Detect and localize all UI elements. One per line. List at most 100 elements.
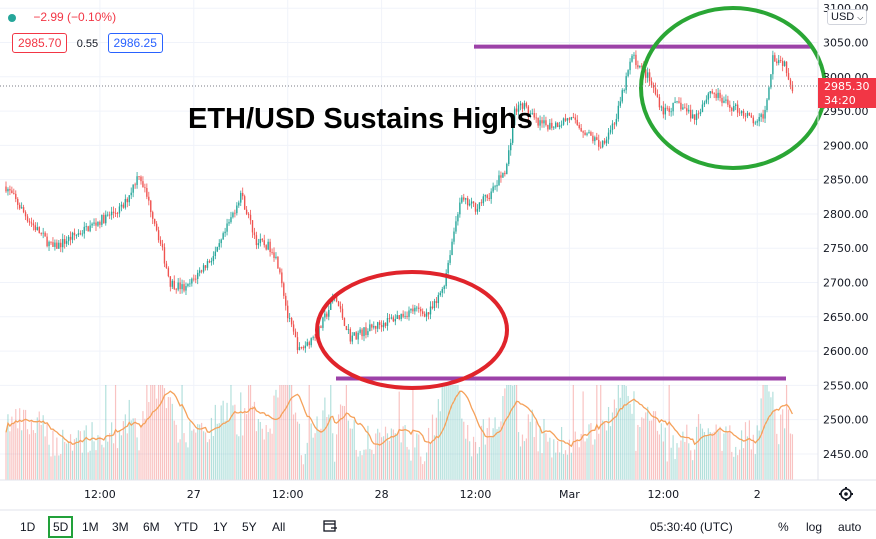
candle-body: [693, 114, 696, 120]
volume-bar: [613, 399, 616, 480]
volume-bar: [304, 453, 306, 480]
candle-body: [396, 315, 398, 319]
volume-bar: [218, 423, 220, 480]
volume-bar: [159, 385, 162, 480]
candle-body: [71, 232, 74, 240]
timeframe-1d-button[interactable]: 1D: [20, 520, 36, 534]
volume-bar: [150, 385, 152, 480]
volume-bar: [91, 422, 93, 480]
volume-bar: [621, 385, 623, 480]
candle-body: [243, 196, 246, 210]
clock[interactable]: 05:30:40 (UTC): [650, 520, 733, 534]
volume-bar: [678, 447, 680, 480]
volume-bar: [682, 431, 684, 480]
timeframe-5y-button[interactable]: 5Y: [242, 520, 257, 534]
candle-body: [601, 140, 604, 148]
volume-bar: [246, 414, 248, 480]
candle-body: [277, 256, 279, 269]
time-axis[interactable]: 12:00 27 12:00 28 12:00 Mar 12:00 2: [84, 488, 761, 501]
candle-body: [103, 214, 105, 224]
volume-bar: [292, 414, 295, 480]
volume-bar: [171, 403, 173, 480]
price-axis[interactable]: 3100.003050.003000.002950.002900.002850.…: [823, 2, 869, 461]
volume-bar: [465, 438, 467, 480]
date-range-icon[interactable]: [322, 518, 338, 537]
candle-body: [87, 226, 89, 232]
volume-bar: [116, 448, 119, 480]
volume-bar: [754, 454, 756, 480]
candle-body: [447, 262, 449, 273]
volume-bar: [249, 385, 252, 480]
volume-bar: [584, 441, 586, 480]
spread: 0.55: [76, 38, 99, 50]
volume-bar: [658, 434, 661, 480]
candle-body: [394, 318, 397, 322]
y-tick-label: 2850.00: [823, 174, 869, 187]
candle-body: [457, 214, 459, 222]
support-ellipse: [315, 270, 509, 390]
candle-body: [666, 107, 668, 109]
candle-body: [271, 252, 273, 253]
volume-bars: [5, 385, 794, 480]
candle-body: [171, 280, 173, 287]
volume-bar: [427, 427, 430, 480]
volume-bar: [343, 405, 346, 480]
y-tick-label: 2950.00: [823, 105, 869, 118]
candle-body: [328, 309, 330, 317]
candle-body: [361, 329, 363, 337]
volume-bar: [791, 434, 794, 480]
candle-body: [204, 265, 207, 268]
ask-price[interactable]: 2986.25: [107, 33, 163, 53]
candle-body: [187, 283, 189, 287]
volume-bar: [283, 385, 285, 480]
candle-body: [770, 74, 772, 88]
volume-bar: [111, 422, 113, 480]
timeframe-3m-button[interactable]: 3M: [112, 520, 129, 534]
x-tick-label: 12:00: [647, 488, 679, 501]
candle-body: [425, 312, 428, 317]
percent-toggle[interactable]: %: [778, 520, 789, 534]
timeframe-ytd-button[interactable]: YTD: [174, 520, 198, 534]
log-toggle[interactable]: log: [806, 520, 823, 534]
volume-bar: [760, 398, 762, 480]
candle-body: [713, 93, 715, 95]
y-tick-label: 2500.00: [823, 414, 869, 427]
timeframe-1y-button[interactable]: 1Y: [213, 520, 228, 534]
auto-toggle[interactable]: auto: [838, 520, 862, 534]
volume-bar: [240, 392, 242, 480]
candle-body: [324, 313, 326, 318]
candle-body: [60, 242, 62, 248]
volume-bar: [494, 417, 496, 480]
currency-selector[interactable]: USD ⌵: [827, 9, 868, 25]
gear-icon[interactable]: [839, 487, 853, 501]
bid-price[interactable]: 2985.70: [12, 33, 68, 53]
volume-bar: [165, 408, 168, 480]
volume-bar: [748, 420, 750, 480]
timeframe-6m-button[interactable]: 6M: [143, 520, 160, 534]
candle-body: [150, 200, 152, 213]
x-tick-label: 12:00: [84, 488, 116, 501]
volume-bar: [226, 402, 228, 480]
timeframe-all-button[interactable]: All: [272, 520, 286, 534]
candle-body: [132, 184, 134, 193]
timeframe-1m-button[interactable]: 1M: [82, 520, 99, 534]
candle-body: [676, 101, 678, 103]
volume-bar: [778, 444, 780, 480]
volume-bar: [265, 425, 267, 480]
candle-body: [220, 239, 222, 244]
candle-body: [67, 236, 70, 242]
timeframe-5d-button[interactable]: 5D: [48, 516, 74, 538]
volume-bar: [604, 422, 606, 480]
candle-body: [697, 113, 700, 115]
candle-body: [455, 221, 457, 232]
volume-bar: [302, 464, 304, 480]
candle-body: [181, 284, 183, 290]
candle-body: [781, 60, 784, 66]
candle-body: [482, 196, 485, 204]
candle-body: [140, 176, 142, 182]
volume-bar: [9, 431, 11, 480]
volume-bar: [32, 430, 34, 480]
volume-bar: [578, 447, 580, 480]
candle-body: [791, 84, 794, 92]
